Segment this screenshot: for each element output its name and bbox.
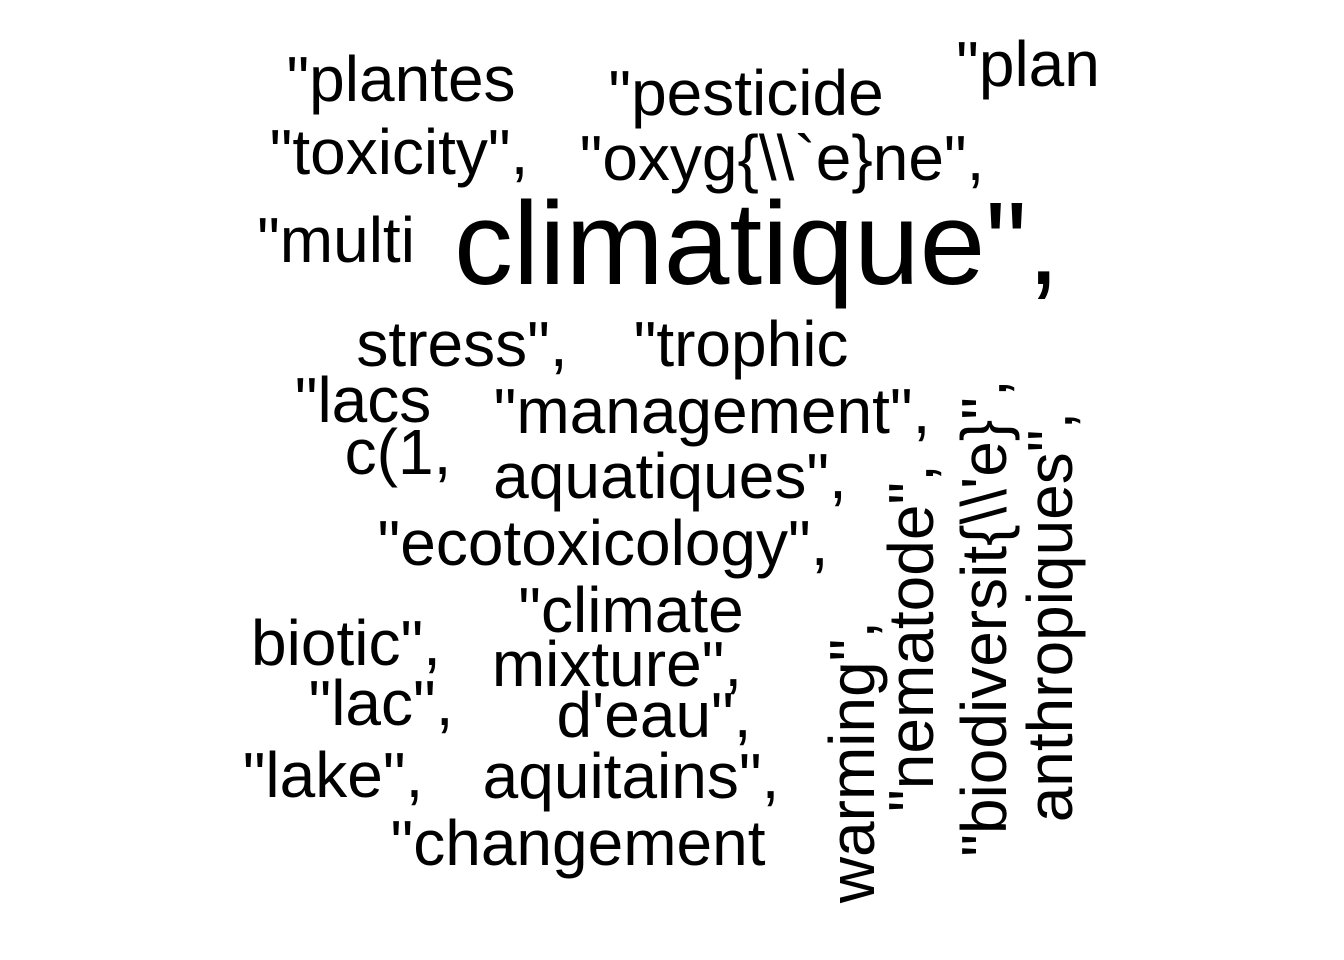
word-mixture: mixture",	[491, 628, 743, 700]
word-nematode: "nematode",	[875, 464, 947, 812]
word-trophic: "trophic	[633, 308, 849, 380]
word-oxygene: "oxyg{\\`e}ne",	[579, 122, 985, 194]
word-deau: d'eau",	[556, 679, 752, 751]
word-climatique: climatique",	[454, 178, 1060, 310]
word-changement: "changement	[390, 807, 766, 879]
word-climate: "climate	[518, 574, 744, 646]
word-lac: "lac",	[308, 667, 454, 739]
word-management: "management",	[493, 375, 931, 447]
word-biodiversite: "biodiversit{\\'e}",	[948, 379, 1020, 857]
word-toxicity: "toxicity",	[269, 116, 529, 188]
word-biotic: biotic",	[251, 607, 441, 679]
word-anthropiques: anthropiques",	[1014, 411, 1086, 823]
word-aquatiques: aquatiques",	[493, 440, 847, 512]
word-aquitains: aquitains",	[482, 740, 780, 812]
word-ecotoxicology: "ecotoxicology",	[377, 507, 829, 579]
word-stress: stress",	[356, 308, 568, 380]
word-c1: c(1,	[344, 416, 452, 488]
word-lacs: "lacs	[294, 364, 432, 436]
word-plantes: "plantes	[286, 43, 516, 115]
word-lake: "lake",	[242, 739, 424, 811]
word-plan: "plan	[956, 28, 1100, 100]
word-pesticide: "pesticide	[608, 57, 884, 129]
word-multi: "multi	[257, 204, 415, 276]
